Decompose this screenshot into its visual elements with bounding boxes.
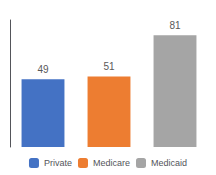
svg-text:51: 51 (103, 61, 115, 72)
svg-text:49: 49 (37, 64, 49, 75)
svg-text:Medicare: Medicare (93, 158, 130, 168)
svg-text:Private: Private (44, 158, 72, 168)
svg-text:81: 81 (169, 20, 181, 31)
svg-text:Medicaid: Medicaid (151, 158, 187, 168)
